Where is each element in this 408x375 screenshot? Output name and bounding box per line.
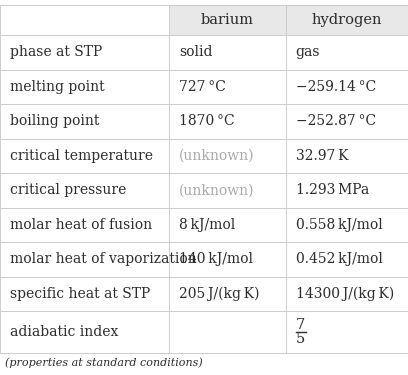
Text: −259.14 °C: −259.14 °C	[296, 80, 376, 94]
Text: gas: gas	[296, 45, 320, 59]
Text: 0.558 kJ/mol: 0.558 kJ/mol	[296, 218, 382, 232]
Text: solid: solid	[180, 45, 213, 59]
Text: critical temperature: critical temperature	[10, 149, 153, 163]
Text: boiling point: boiling point	[10, 114, 100, 128]
Text: 14300 J/(kg K): 14300 J/(kg K)	[296, 286, 394, 301]
Text: adiabatic index: adiabatic index	[10, 325, 118, 339]
Bar	[0, 311, 408, 353]
Text: (properties at standard conditions): (properties at standard conditions)	[5, 358, 203, 368]
Bar	[169, 5, 286, 35]
Text: 205 J/(kg K): 205 J/(kg K)	[180, 286, 260, 301]
Text: specific heat at STP: specific heat at STP	[10, 287, 150, 301]
Bar	[0, 242, 408, 276]
Bar	[0, 173, 408, 207]
Text: 32.97 K: 32.97 K	[296, 149, 348, 163]
Text: 140 kJ/mol: 140 kJ/mol	[180, 252, 253, 266]
Bar	[0, 138, 408, 173]
Text: barium: barium	[201, 13, 254, 27]
Text: melting point: melting point	[10, 80, 104, 94]
Bar	[0, 207, 408, 242]
Text: 7: 7	[296, 318, 305, 332]
Text: 5: 5	[296, 332, 305, 346]
Text: 8 kJ/mol: 8 kJ/mol	[180, 218, 235, 232]
Text: (unknown): (unknown)	[180, 183, 255, 197]
Text: hydrogen: hydrogen	[312, 13, 382, 27]
Text: −252.87 °C: −252.87 °C	[296, 114, 376, 128]
Bar	[0, 104, 408, 138]
Text: 727 °C: 727 °C	[180, 80, 226, 94]
Bar	[0, 35, 408, 69]
Bar	[0, 69, 408, 104]
Text: molar heat of fusion: molar heat of fusion	[10, 218, 152, 232]
Bar	[0, 276, 408, 311]
Text: 1870 °C: 1870 °C	[180, 114, 235, 128]
Text: (unknown): (unknown)	[180, 149, 255, 163]
Bar	[286, 5, 408, 35]
Text: 1.293 MPa: 1.293 MPa	[296, 183, 369, 197]
Text: critical pressure: critical pressure	[10, 183, 126, 197]
Text: phase at STP: phase at STP	[10, 45, 102, 59]
Text: 0.452 kJ/mol: 0.452 kJ/mol	[296, 252, 382, 266]
Text: molar heat of vaporization: molar heat of vaporization	[10, 252, 197, 266]
